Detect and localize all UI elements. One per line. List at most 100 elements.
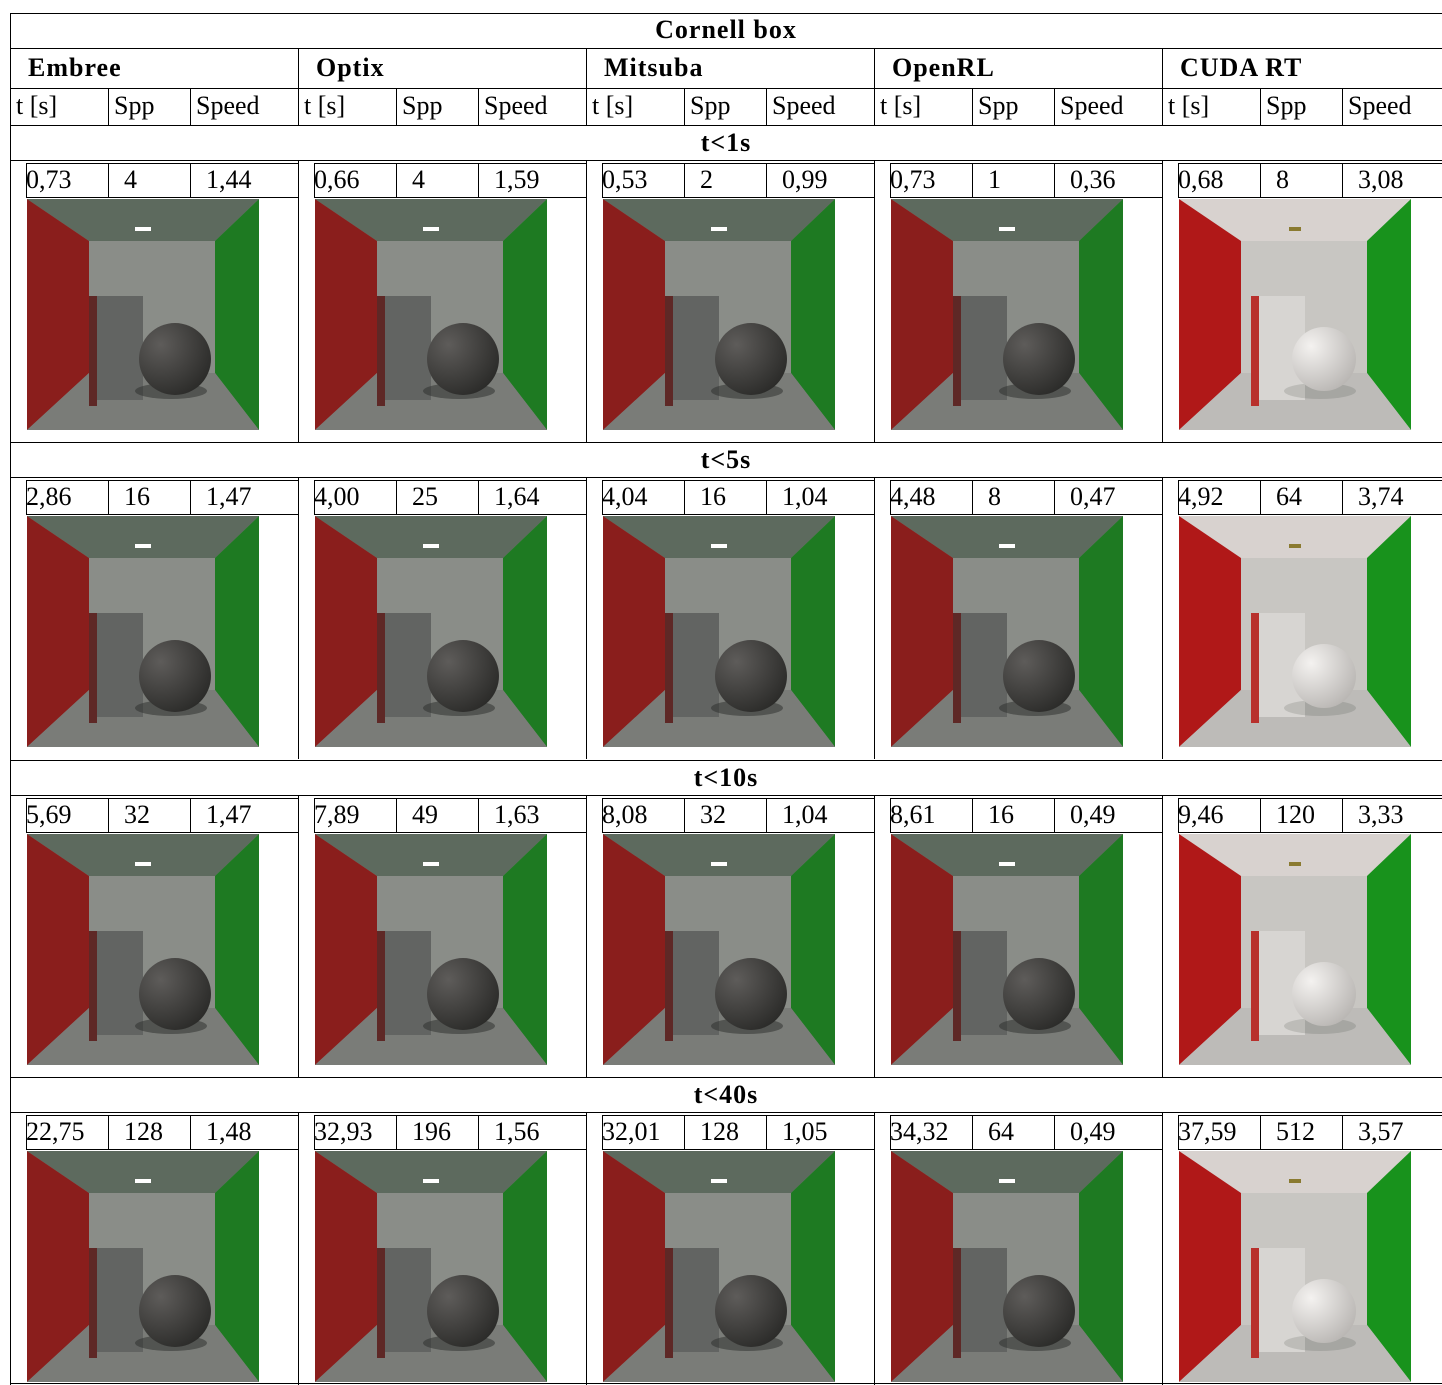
column-header: Speed xyxy=(772,89,836,123)
cell-value: 8,08 xyxy=(602,798,648,832)
rule xyxy=(10,88,1442,89)
render-image xyxy=(891,834,1123,1065)
rule xyxy=(1054,480,1055,514)
section-label: t<10s xyxy=(10,761,1442,795)
rule xyxy=(586,477,587,759)
column-header: Spp xyxy=(978,89,1018,123)
renderer-name: Optix xyxy=(316,51,385,85)
rule xyxy=(1260,1115,1261,1149)
section-label: t<1s xyxy=(10,126,1442,160)
rule xyxy=(10,477,1442,478)
renderer-name: Embree xyxy=(28,51,122,85)
rule xyxy=(1260,480,1261,514)
rule xyxy=(10,1383,1442,1384)
rule xyxy=(874,477,875,759)
render-image xyxy=(603,834,835,1065)
cell-value: 32,93 xyxy=(314,1115,373,1149)
rule xyxy=(602,832,874,833)
cell-value: 8 xyxy=(1276,163,1289,197)
rule xyxy=(586,1112,587,1385)
cell-value: 16 xyxy=(124,480,150,514)
rule xyxy=(684,88,685,125)
rule xyxy=(874,795,875,1077)
rule xyxy=(10,13,11,1385)
rule xyxy=(190,1115,191,1149)
rule xyxy=(478,88,479,125)
render-image xyxy=(27,1151,259,1382)
rule xyxy=(190,798,191,832)
rule xyxy=(314,197,586,198)
rule xyxy=(766,88,767,125)
cell-value: 0,47 xyxy=(1070,480,1116,514)
rule xyxy=(10,795,1442,796)
column-header: Speed xyxy=(1060,89,1124,123)
cell-value: 4,04 xyxy=(602,480,648,514)
rule xyxy=(10,1112,1442,1113)
rule xyxy=(298,48,299,125)
rule xyxy=(874,160,875,442)
rule xyxy=(1260,798,1261,832)
rule xyxy=(1162,477,1163,759)
rule xyxy=(314,1149,586,1150)
rule xyxy=(10,160,1442,161)
cell-value: 49 xyxy=(412,798,438,832)
rule xyxy=(396,798,397,832)
render-image xyxy=(1179,516,1411,747)
column-header: Spp xyxy=(402,89,442,123)
rule xyxy=(890,832,1162,833)
renderer-name: Mitsuba xyxy=(604,51,703,85)
cell-value: 1,48 xyxy=(206,1115,252,1149)
rule xyxy=(1178,1149,1442,1150)
rule xyxy=(1342,798,1343,832)
rule xyxy=(1162,160,1163,442)
rule xyxy=(26,1149,298,1150)
cell-value: 34,32 xyxy=(890,1115,949,1149)
rule xyxy=(684,798,685,832)
rule xyxy=(586,160,587,442)
rule xyxy=(298,160,299,442)
column-header: Speed xyxy=(196,89,260,123)
cell-value: 4,92 xyxy=(1178,480,1224,514)
rule xyxy=(684,1115,685,1149)
table-title: Cornell box xyxy=(10,13,1442,47)
rule xyxy=(298,795,299,1077)
rule xyxy=(1342,163,1343,197)
rule xyxy=(1260,88,1261,125)
cell-value: 0,73 xyxy=(890,163,936,197)
cell-value: 9,46 xyxy=(1178,798,1224,832)
column-header: Spp xyxy=(1266,89,1306,123)
rule xyxy=(890,197,1162,198)
column-header: Speed xyxy=(1348,89,1412,123)
cell-value: 1,59 xyxy=(494,163,540,197)
rule xyxy=(298,477,299,759)
column-header: t [s] xyxy=(592,89,633,123)
cell-value: 3,74 xyxy=(1358,480,1404,514)
rule xyxy=(602,197,874,198)
render-image xyxy=(27,516,259,747)
render-image xyxy=(1179,199,1411,430)
render-image xyxy=(603,516,835,747)
rule xyxy=(26,514,298,515)
rule xyxy=(1162,795,1163,1077)
column-header: Speed xyxy=(484,89,548,123)
rule xyxy=(108,798,109,832)
column-header: t [s] xyxy=(1168,89,1209,123)
rule xyxy=(766,163,767,197)
rule xyxy=(1054,1115,1055,1149)
rule xyxy=(190,480,191,514)
cell-value: 16 xyxy=(988,798,1014,832)
render-image xyxy=(891,199,1123,430)
cell-value: 1,44 xyxy=(206,163,252,197)
rule xyxy=(108,1115,109,1149)
cell-value: 4,48 xyxy=(890,480,936,514)
cell-value: 0,66 xyxy=(314,163,360,197)
rule xyxy=(396,163,397,197)
rule xyxy=(890,1149,1162,1150)
rule xyxy=(314,832,586,833)
rule xyxy=(108,88,109,125)
cell-value: 1,05 xyxy=(782,1115,828,1149)
cell-value: 1,47 xyxy=(206,480,252,514)
render-image xyxy=(315,1151,547,1382)
rule xyxy=(190,88,191,125)
cell-value: 2,86 xyxy=(26,480,72,514)
